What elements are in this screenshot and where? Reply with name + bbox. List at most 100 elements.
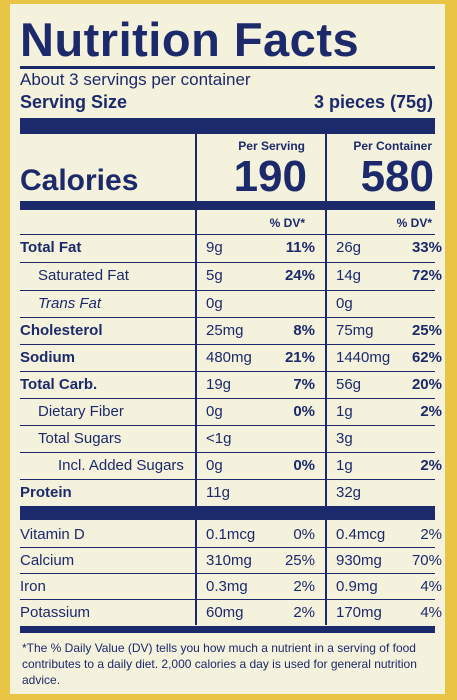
row-divider [20,317,435,318]
row-divider [20,599,435,600]
row-divider [20,398,435,399]
nutrition-label: Nutrition Facts About 3 servings per con… [10,4,445,694]
amount-serving: 0.1mcg [206,526,256,543]
vitamin-row-potassium: Potassium 60mg 2% 170mg 4% [20,600,442,627]
divider-thick [20,118,435,134]
amount-serving: 0g [206,457,223,474]
dv-container: 25% [411,322,442,339]
nutrient-row-total-fat: Total Fat 9g 11% 26g 33% [20,235,442,262]
amount-serving: 0g [206,403,223,420]
row-divider [20,425,435,426]
calories-label: Calories [20,164,139,197]
per-container-header: Per Container [353,139,432,153]
row-divider [20,452,435,453]
nutrient-row-protein: Protein 11g 32g [20,480,435,507]
nutrient-name: Total Fat [20,239,82,256]
nutrient-name: Total Carb. [20,376,98,393]
amount-container: 56g [336,376,362,393]
nutrient-row-total-carb: Total Carb. 19g 7% 56g 20% [20,372,442,399]
amount-serving: 9g [206,239,223,256]
amount-container: 170mg [336,604,382,621]
amount-serving: 5g [206,267,223,284]
vitamin-row-calcium: Calcium 310mg 25% 930mg 70% [20,548,442,575]
nutrient-name: Cholesterol [20,322,103,339]
dv-container: 33% [411,239,442,256]
vitamin-name: Iron [20,578,46,595]
dv-serving: 25% [284,552,315,569]
dv-serving: 11% [285,239,315,256]
dv-serving: 2% [293,578,315,595]
row-divider [20,344,435,345]
amount-serving: 11g [206,484,230,501]
nutrient-name: Saturated Fat [38,267,129,284]
nutrient-name: Sodium [20,349,75,366]
per-serving-header: Per Serving [238,139,305,153]
amount-container: 1g [336,457,353,474]
nutrient-name: Trans Fat [38,295,102,312]
col-divider-1 [195,134,197,201]
vitamin-row-vitamin-d: Vitamin D 0.1mcg 0% 0.4mcg 2% [20,522,442,549]
dv-serving: 0% [293,457,315,474]
nutrient-name: Total Sugars [38,430,122,447]
dv-container: 2% [420,457,442,474]
nutrient-row-total-sugars: Total Sugars <1g 3g [20,426,435,453]
amount-serving: 480mg [206,349,252,366]
dv-serving: 8% [293,322,315,339]
amount-serving: 310mg [206,552,252,569]
amount-container: 1g [336,403,353,420]
nutrient-row-dietary-fiber: Dietary Fiber 0g 0% 1g 2% [20,399,442,426]
label-title: Nutrition Facts [20,13,360,66]
col-divider-2-table [325,210,327,625]
dv-container: 20% [411,376,442,393]
row-divider [20,479,435,480]
nutrient-name: Dietary Fiber [38,403,124,420]
divider-top [20,66,435,69]
row-divider [20,290,435,291]
dv-container: 2% [420,526,442,543]
row-divider [20,234,435,235]
amount-serving: <1g [206,430,232,447]
amount-container: 0g [336,295,353,312]
divider-footnote [20,626,435,633]
dv-container: 62% [411,349,442,366]
dv-header-container: % DV* [396,216,432,230]
amount-container: 3g [336,430,353,447]
vitamin-name: Potassium [20,604,91,621]
serving-size-label: Serving Size [20,92,128,112]
amount-container: 14g [336,267,362,284]
row-divider [20,371,435,372]
nutrient-row-saturated-fat: Saturated Fat 5g 24% 14g 72% [20,263,442,290]
dv-serving: 7% [293,376,315,393]
col-divider-1-table [195,210,197,625]
col-divider-2 [325,134,327,201]
amount-serving: 25mg [206,322,244,339]
dv-container: 72% [411,267,442,284]
servings-per-container: About 3 servings per container [20,70,251,89]
nutrient-name: Protein [20,484,72,501]
amount-container: 32g [336,484,362,501]
nutrient-row-sodium: Sodium 480mg 21% 1440mg 62% [20,345,442,372]
amount-container: 1440mg [336,349,391,366]
dv-serving: 21% [284,349,315,366]
footnote: *The % Daily Value (DV) tells you how mu… [22,641,417,687]
amount-serving: 60mg [206,604,244,621]
serving-size-value: 3 pieces (75g) [313,92,433,112]
nutrient-row-cholesterol: Cholesterol 25mg 8% 75mg 25% [20,318,442,345]
nutrient-row-trans-fat: Trans Fat 0g 0g [20,291,435,318]
amount-serving: 0.3mg [206,578,248,595]
calories-per-container: 580 [360,152,434,201]
dv-serving: 0% [293,526,315,543]
divider-vitamins [20,506,435,520]
amount-container: 930mg [336,552,382,569]
row-divider [20,547,435,548]
dv-container: 70% [411,552,442,569]
amount-container: 0.9mg [336,578,378,595]
amount-container: 75mg [336,322,374,339]
divider-calories [20,201,435,210]
dv-serving: 2% [293,604,315,621]
dv-container: 2% [420,403,442,420]
vitamin-name: Vitamin D [20,526,85,543]
dv-container: 4% [420,604,442,621]
vitamin-name: Calcium [20,552,75,569]
vitamin-row-iron: Iron 0.3mg 2% 0.9mg 4% [20,574,442,601]
